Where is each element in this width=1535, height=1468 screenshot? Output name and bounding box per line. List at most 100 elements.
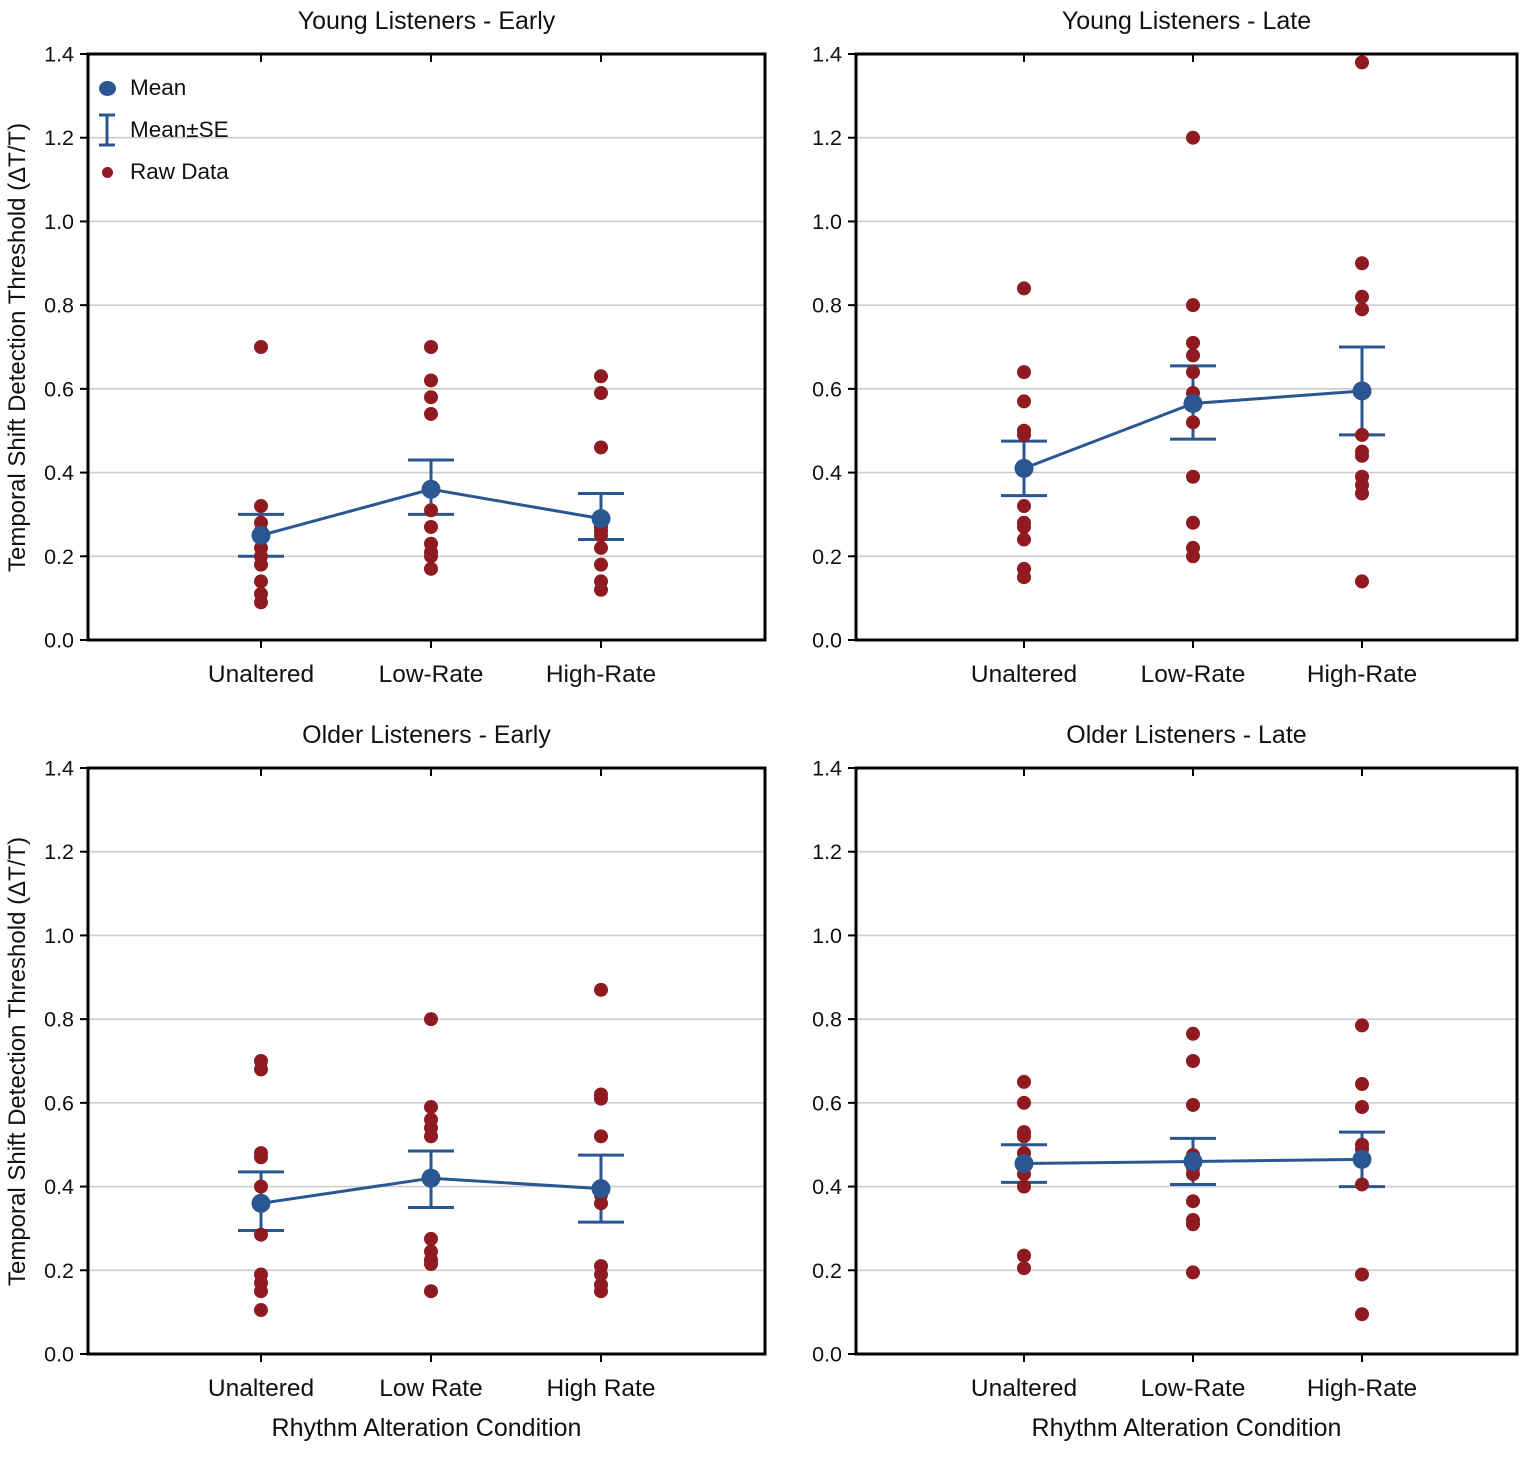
plot-frame [86, 52, 767, 642]
panel-young-early: Young Listeners - Early 0.0 0.2 0.4 0.6 0.8 1… [0, 4, 790, 698]
x-category-label: Unaltered [971, 661, 1077, 688]
raw-data-point [254, 1179, 268, 1194]
mean-points [1014, 1149, 1372, 1174]
raw-data-point [594, 1091, 608, 1106]
raw-data-point [1017, 519, 1031, 534]
raw-data-point [1186, 1265, 1200, 1280]
raw-data-point [594, 582, 608, 597]
y-tick-label: 0.0 [812, 629, 842, 653]
y-tick-label: 0.2 [812, 545, 842, 569]
mean-point [1014, 458, 1034, 478]
y-tick-label: 0.4 [812, 461, 842, 485]
raw-data-points [1017, 55, 1369, 589]
x-category-label: High Rate [547, 1375, 656, 1402]
older-late-plot: 0.0 0.2 0.4 0.6 0.8 1.0 1.2 1.4 Unaltered Low-Rat… [812, 757, 1519, 1402]
raw-data-point [1355, 574, 1369, 589]
y-tick-label: 1.2 [44, 126, 74, 150]
raw-data-point [424, 390, 438, 405]
raw-data-point [1186, 1097, 1200, 1112]
x-category-label: Unaltered [208, 1375, 314, 1402]
legend-item-mean: Mean [96, 67, 229, 109]
raw-data-point [424, 1129, 438, 1144]
raw-data-point [594, 528, 608, 543]
raw-data-point [1017, 427, 1031, 442]
raw-data-point [1355, 1177, 1369, 1192]
mean-points [1014, 381, 1372, 478]
panel-young-late: Young Listeners - Late 0.0 0.2 0.4 0.6 0.8 1.… [790, 4, 1535, 698]
raw-data-point [1355, 1307, 1369, 1322]
y-tick-label: 1.2 [812, 126, 842, 150]
raw-data-point [594, 1267, 608, 1282]
y-tick-label: 0.0 [812, 1343, 842, 1367]
y-tick-labels: 0.0 0.2 0.4 0.6 0.8 1.0 1.2 1.4 [812, 757, 842, 1367]
y-tick-label: 1.2 [44, 840, 74, 864]
mean-symbol-icon [96, 80, 118, 96]
raw-data-point [594, 440, 608, 455]
raw-data-point [1355, 1077, 1369, 1092]
young-late-plot: 0.0 0.2 0.4 0.6 0.8 1.0 1.2 1.4 Unaltered Low-Rat… [812, 43, 1519, 688]
raw-data-point [1017, 532, 1031, 547]
legend-label-se: Mean±SE [130, 117, 229, 142]
gridlines [857, 136, 1516, 558]
raw-data-point [254, 1227, 268, 1242]
raw-data-point [1017, 1248, 1031, 1263]
y-tick-label: 1.0 [44, 210, 74, 234]
plot-frame [854, 766, 1519, 1356]
raw-data-point [1186, 348, 1200, 363]
y-tick-label: 0.2 [44, 1259, 74, 1283]
raw-data-point [594, 1129, 608, 1144]
raw-data-point [1186, 469, 1200, 484]
y-tick-label: 1.0 [812, 924, 842, 948]
axis-ticks [848, 53, 1363, 648]
gridlines [89, 136, 764, 558]
raw-data-point [1355, 302, 1369, 317]
raw-data-point [594, 386, 608, 401]
y-tick-label: 0.4 [44, 461, 74, 485]
x-category-label: Low-Rate [1141, 661, 1246, 688]
legend-label-mean: Mean [130, 75, 187, 100]
raw-data-point [254, 1284, 268, 1299]
mean-point [1352, 381, 1372, 401]
raw-data-point [424, 503, 438, 518]
x-category-label: High-Rate [1307, 1375, 1417, 1402]
mean-points [251, 1168, 611, 1213]
raw-data-point [254, 557, 268, 572]
x-axis-title: Rhythm Alteration Condition [1031, 1414, 1342, 1442]
x-category-labels: Unaltered Low-Rate High-Rate [971, 661, 1417, 688]
raw-data-point [424, 549, 438, 564]
young-early-plot: 0.0 0.2 0.4 0.6 0.8 1.0 1.2 1.4 Unaltered Low-Rat… [44, 43, 767, 688]
error-bars [238, 1149, 624, 1233]
x-category-label: Unaltered [208, 661, 314, 688]
mean-points [251, 479, 611, 545]
raw-data-point [594, 540, 608, 555]
axis-ticks [80, 53, 602, 648]
raw-data-point [1186, 130, 1200, 145]
raw-data-point [1186, 365, 1200, 380]
raw-data-point [594, 1196, 608, 1211]
mean-point [591, 1179, 611, 1199]
raw-data-point [1017, 281, 1031, 296]
panel-title-young-late: Young Listeners - Late [1061, 7, 1312, 35]
raw-data-point [1186, 335, 1200, 350]
raw-data-point [424, 1231, 438, 1246]
mean-point [1183, 1151, 1203, 1171]
raw-data-point [1355, 1100, 1369, 1115]
y-tick-label: 0.8 [44, 294, 74, 318]
y-tick-label: 1.4 [44, 757, 74, 781]
raw-data-point [1355, 256, 1369, 271]
raw-data-point [254, 1303, 268, 1318]
raw-data-point [254, 1150, 268, 1165]
axis-ticks [80, 767, 602, 1362]
raw-data-point [1186, 549, 1200, 564]
plot-frame [86, 766, 767, 1356]
raw-data-point [1355, 1018, 1369, 1033]
panel-title-older-late: Older Listeners - Late [1066, 721, 1307, 749]
y-tick-label: 0.0 [44, 1343, 74, 1367]
mean-point [1352, 1149, 1372, 1169]
x-category-label: Low-Rate [1141, 1375, 1246, 1402]
mean-point [1014, 1154, 1034, 1174]
x-category-label: Low Rate [379, 1375, 483, 1402]
raw-data-point [254, 499, 268, 514]
y-tick-label: 0.8 [812, 294, 842, 318]
raw-data-point [424, 561, 438, 576]
